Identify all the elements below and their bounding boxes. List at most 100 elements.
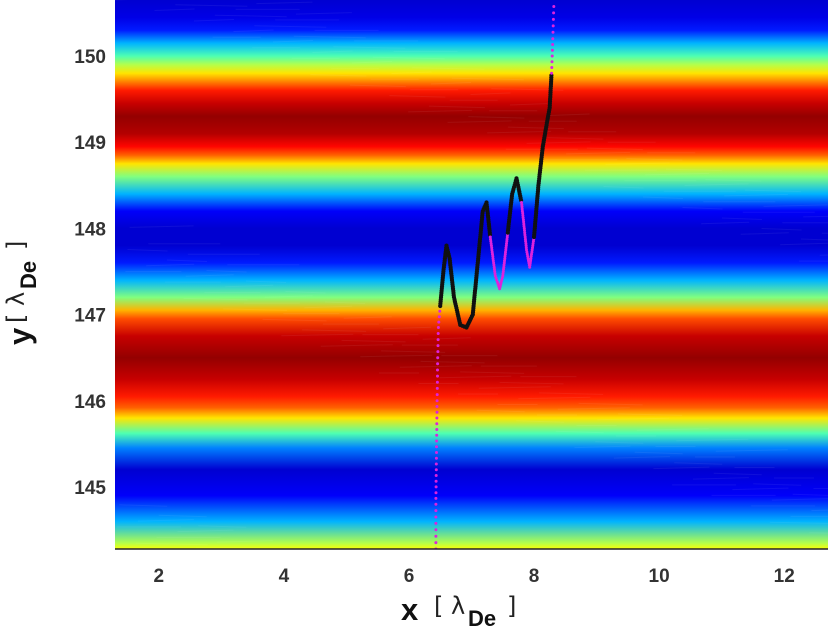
y-axis-close-bracket: ] <box>2 241 30 250</box>
trajectory-point <box>434 474 438 477</box>
texture-streak <box>516 420 565 423</box>
texture-streak <box>285 291 326 294</box>
texture-streak <box>451 77 524 81</box>
color-field <box>115 0 828 549</box>
texture-streak <box>137 519 194 522</box>
trajectory-point <box>551 24 555 28</box>
trajectory-point <box>434 502 438 506</box>
trajectory-point <box>552 5 556 8</box>
trajectory-point <box>492 267 496 271</box>
texture-streak <box>408 109 473 113</box>
texture-streak <box>811 509 828 512</box>
texture-streak <box>439 375 512 379</box>
trajectory-point <box>502 261 506 265</box>
texture-streak <box>574 445 631 449</box>
texture-streak <box>198 525 247 528</box>
y-axis-lambda: λ <box>2 292 30 306</box>
texture-streak <box>547 137 604 140</box>
trajectory-point <box>435 416 439 420</box>
texture-streak <box>636 428 709 431</box>
trajectory-point <box>489 239 493 243</box>
trajectory-point <box>551 37 555 41</box>
trajectory-point <box>436 326 440 329</box>
texture-streak <box>281 333 354 337</box>
trajectory-point <box>434 462 438 466</box>
trajectory-point <box>488 235 492 239</box>
trajectory-point <box>491 254 495 258</box>
x-tick-label: 12 <box>774 566 795 587</box>
texture-streak <box>302 329 367 332</box>
texture-streak <box>129 225 194 228</box>
trajectory-point <box>437 320 441 324</box>
texture-streak <box>740 232 789 235</box>
trajectory-point <box>502 265 506 269</box>
texture-streak <box>626 158 683 161</box>
texture-streak <box>343 316 392 319</box>
texture-streak <box>360 354 433 358</box>
texture-streak <box>518 396 591 400</box>
texture-streak <box>763 204 828 207</box>
trajectory-point <box>490 248 494 252</box>
trajectory-point <box>524 239 528 243</box>
trajectory-point <box>434 491 438 495</box>
trajectory-point <box>520 207 524 211</box>
trajectory-point <box>435 439 439 443</box>
x-tick-label: 6 <box>404 566 415 587</box>
texture-streak <box>175 4 248 7</box>
trajectory-point <box>550 60 554 64</box>
texture-streak <box>333 46 406 49</box>
trajectory-point <box>550 54 554 58</box>
texture-streak <box>478 386 551 389</box>
texture-streak <box>127 249 168 252</box>
trajectory-point <box>530 250 534 254</box>
texture-streak <box>428 105 485 109</box>
texture-streak <box>645 172 710 176</box>
x-axis-close-bracket: ] <box>507 592 516 620</box>
trajectory-point <box>529 254 533 258</box>
texture-streak <box>383 326 432 330</box>
trajectory-point <box>551 30 555 34</box>
texture-streak <box>262 318 327 322</box>
texture-streak <box>819 254 828 256</box>
texture-streak <box>183 297 248 301</box>
trajectory-point <box>505 242 508 245</box>
trajectory-point <box>434 485 438 489</box>
texture-streak <box>193 19 235 22</box>
y-tick-label: 145 <box>74 478 106 499</box>
trajectory-point <box>489 244 493 248</box>
texture-streak <box>381 350 446 353</box>
trajectory-point <box>550 71 554 75</box>
trajectory-point <box>436 332 440 335</box>
texture-streak <box>701 221 750 225</box>
trajectory-point <box>521 211 525 215</box>
trajectory-point <box>434 521 438 525</box>
y-tick-label: 148 <box>74 219 106 240</box>
texture-streak <box>682 207 723 210</box>
trajectory-point <box>435 433 439 437</box>
texture-streak <box>792 493 828 496</box>
texture-streak <box>705 179 762 182</box>
trajectory-point <box>436 362 440 366</box>
texture-streak <box>771 498 828 501</box>
texture-streak <box>595 441 644 444</box>
texture-streak <box>618 413 683 416</box>
texture-streak <box>389 95 446 98</box>
trajectory-point <box>435 445 438 449</box>
trajectory-point <box>551 43 555 46</box>
trajectory-point <box>434 534 438 538</box>
texture-streak <box>223 308 288 311</box>
texture-streak <box>185 274 234 277</box>
trajectory-point <box>434 509 438 513</box>
y-tick-label: 147 <box>74 306 106 327</box>
trajectory-point <box>492 263 496 267</box>
x-tick-labels: 2 4 6 8 10 12 <box>154 566 795 587</box>
texture-streak <box>665 168 722 172</box>
texture-streak <box>684 183 749 186</box>
trajectory-point <box>436 350 440 354</box>
texture-streak <box>158 514 207 518</box>
trajectory-point <box>435 428 439 431</box>
trajectory-point <box>436 338 440 342</box>
texture-streak <box>653 466 710 470</box>
texture-streak <box>245 280 287 283</box>
texture-streak <box>487 130 552 134</box>
